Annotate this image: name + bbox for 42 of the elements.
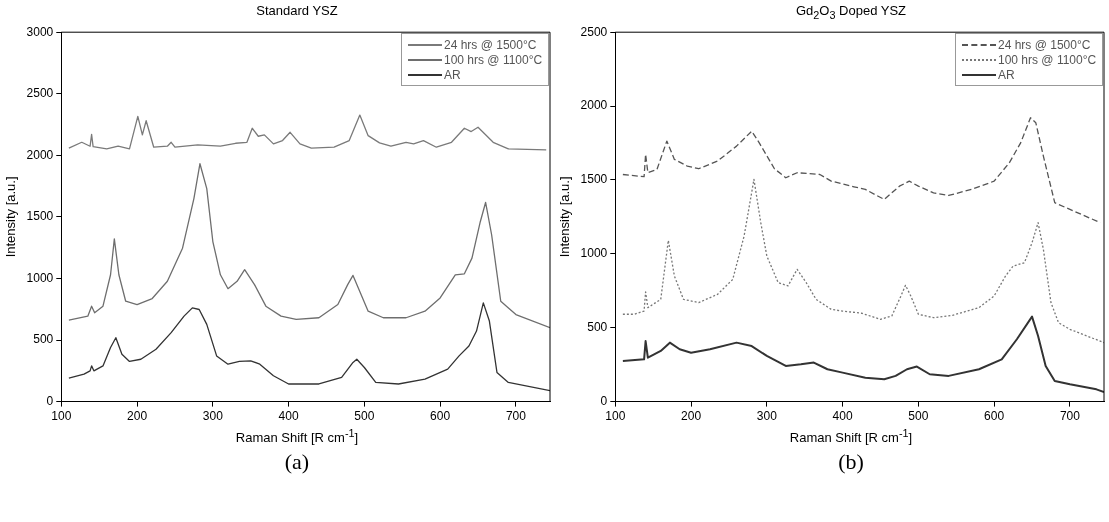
y-axis-title: Intensity [a.u.] (557, 176, 573, 258)
x-tick-label: 300 (756, 409, 778, 424)
y-tick-label: 0 (46, 393, 54, 408)
line-series (622, 178, 1104, 344)
y-tick-label: 500 (33, 332, 54, 347)
y-axis-title: Intensity [a.u.] (3, 176, 19, 258)
chart-title: Standard YSZ (255, 2, 339, 20)
x-tick-label: 600 (984, 409, 1005, 424)
x-axis-title: Raman Shift [R cm$^{-1}$] (234, 427, 360, 448)
legend-label: 100 hrs @ 1100°C (998, 52, 1097, 67)
y-tick-label: 0 (600, 393, 608, 408)
x-tick-label: 500 (908, 409, 929, 424)
x-tick-label: 200 (681, 409, 702, 424)
text: (b) (837, 449, 865, 475)
x-tick-label: 700 (1059, 409, 1081, 424)
x-axis-title: Raman Shift [R cm$^{-1}$] (788, 427, 914, 448)
y-tick-label: 1000 (580, 246, 608, 261)
x-tick-label: 400 (832, 409, 853, 424)
text: (a) (283, 449, 311, 475)
x-tick-label: 300 (202, 409, 224, 424)
legend-label: 24 hrs @ 1500°C (998, 37, 1091, 52)
y-tick-label: 1500 (580, 172, 608, 187)
y-tick-label: 2500 (26, 86, 54, 101)
legend-label: 100 hrs @ 1100°C (444, 52, 543, 67)
y-tick-label: 3000 (26, 24, 54, 39)
y-tick-label: 2500 (580, 24, 608, 39)
y-tick-label: 2000 (580, 98, 608, 113)
x-tick-label: 400 (278, 409, 299, 424)
legend-label: AR (998, 67, 1015, 82)
y-tick-label: 500 (587, 320, 608, 335)
legend-label: 24 hrs @ 1500°C (444, 37, 537, 52)
y-tick-label: 1000 (26, 270, 54, 285)
x-tick-label: 700 (505, 409, 527, 424)
x-tick-label: 200 (127, 409, 148, 424)
x-tick-label: 500 (354, 409, 375, 424)
y-tick-label: 1500 (26, 209, 54, 224)
x-tick-label: 100 (605, 409, 626, 424)
x-tick-label: 100 (51, 409, 72, 424)
x-tick-label: 600 (430, 409, 451, 424)
y-tick-label: 2000 (26, 147, 54, 162)
chart-title: Gd$_{2}$O$_{3}$ Doped YSZ (794, 2, 908, 22)
legend-label: AR (444, 67, 461, 82)
